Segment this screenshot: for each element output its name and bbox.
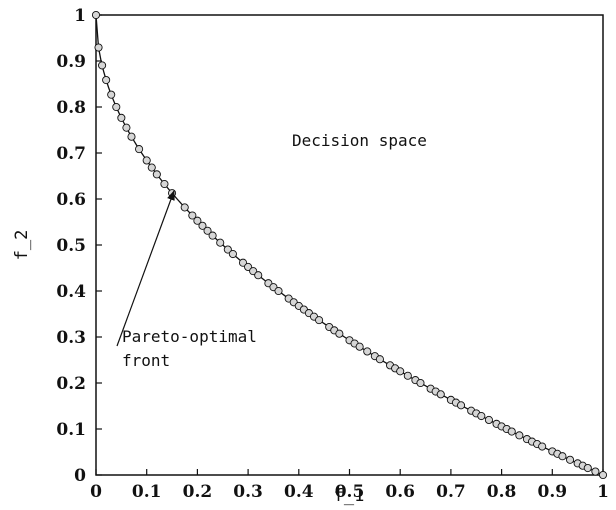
data-point: [107, 90, 116, 99]
x-tick-label: 1: [597, 482, 609, 502]
data-point: [335, 329, 344, 338]
data-point: [102, 76, 111, 85]
x-tick-label: 0.8: [487, 482, 517, 502]
data-point: [403, 371, 412, 380]
data-point: [193, 216, 202, 225]
data-point: [117, 113, 126, 122]
x-tick-label: 0.9: [538, 482, 568, 502]
data-point: [538, 442, 547, 451]
data-point: [254, 271, 263, 280]
annotation-pareto-line1: Pareto-optimal: [122, 327, 257, 346]
data-point: [515, 431, 524, 440]
data-point: [152, 170, 161, 179]
data-point: [216, 238, 225, 247]
annotation-decision-space: Decision space: [292, 131, 427, 150]
data-point: [122, 123, 131, 132]
data-point: [135, 145, 144, 154]
annotation-pareto-line2: front: [122, 351, 170, 370]
data-point: [583, 463, 592, 473]
y-axis-title: f_2: [12, 230, 32, 261]
data-point: [274, 286, 283, 296]
data-point: [203, 226, 212, 235]
y-tick-label: 1: [74, 6, 86, 26]
y-tick-label: 0.6: [56, 190, 86, 210]
y-tick-label: 0.8: [56, 98, 86, 118]
data-point: [94, 43, 103, 52]
data-point: [180, 203, 189, 212]
data-point: [456, 401, 466, 410]
data-point: [198, 221, 207, 230]
data-point: [315, 316, 324, 325]
x-tick-label: 0.5: [335, 482, 365, 502]
data-point: [558, 452, 567, 461]
data-point: [477, 411, 486, 421]
pareto-curve-layer: [95, 14, 604, 476]
y-tick-label: 0.4: [56, 282, 86, 302]
plot-frame: [95, 14, 604, 476]
data-point: [188, 211, 197, 220]
y-tick-label: 0.7: [56, 144, 86, 164]
x-tick-label: 0.3: [233, 482, 263, 502]
data-point: [363, 347, 372, 356]
data-point: [484, 415, 493, 425]
y-tick-label: 0.2: [56, 374, 86, 394]
data-point: [396, 367, 405, 376]
data-point: [147, 163, 156, 172]
data-point: [598, 470, 608, 480]
data-point: [591, 467, 600, 476]
data-point: [566, 455, 575, 464]
pareto-front-line: [95, 14, 604, 476]
x-tick-label: 0.4: [284, 482, 314, 502]
data-point: [142, 156, 151, 165]
data-point: [208, 231, 217, 240]
annotation-arrow: [116, 190, 175, 347]
data-point: [160, 179, 169, 189]
y-tick-label: 0.5: [56, 236, 86, 256]
data-point: [238, 258, 248, 267]
data-point: [98, 61, 107, 70]
data-point: [507, 427, 516, 436]
data-point: [355, 342, 364, 351]
y-tick-label: 0.9: [56, 52, 86, 72]
x-tick-label: 0.2: [183, 482, 213, 502]
data-point: [223, 245, 232, 254]
data-point: [91, 10, 101, 20]
data-point: [112, 102, 121, 112]
x-tick-label: 0: [90, 482, 102, 502]
axis-ticks: 0 0.1 0.2 0.3 0.4 0.5 0.6 0.7 0.8 0.9 1 0 0.1 0.2 0.3 0…: [56, 6, 609, 502]
data-points: [91, 10, 608, 480]
data-point: [228, 249, 237, 259]
data-point: [436, 390, 445, 399]
y-tick-label: 0.3: [56, 328, 86, 348]
x-tick-label: 0.1: [132, 482, 162, 502]
y-tick-label: 0: [74, 466, 86, 486]
y-tick-label: 0.1: [56, 420, 86, 440]
data-point: [375, 355, 384, 364]
x-tick-label: 0.7: [436, 482, 466, 502]
data-point: [416, 378, 425, 388]
x-tick-label: 0.6: [385, 482, 415, 502]
data-point: [127, 132, 136, 141]
x-axis-title: f_1: [334, 486, 365, 506]
